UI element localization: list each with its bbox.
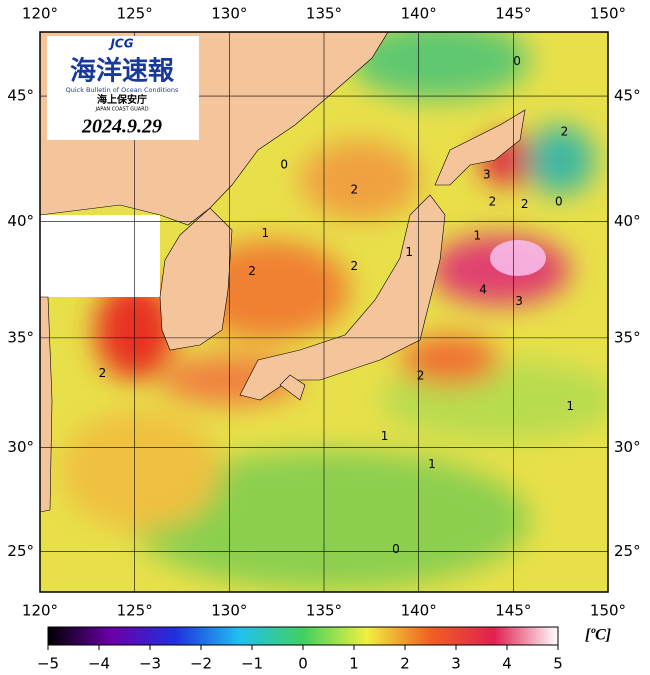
contour-label: 3 bbox=[483, 167, 491, 181]
y-tick-label: 40° bbox=[7, 212, 34, 230]
contour-label: 0 bbox=[513, 54, 521, 68]
colorbar-tick-label: −3 bbox=[139, 655, 161, 673]
contour-label: 2 bbox=[248, 264, 256, 278]
y-tick-label: 30° bbox=[7, 438, 34, 456]
colorbar-tick-label: 1 bbox=[349, 655, 359, 673]
contour-label: 0 bbox=[392, 542, 400, 556]
x-tick-label: 150° bbox=[590, 5, 626, 23]
colorbar-tick-label: 0 bbox=[298, 655, 308, 673]
x-tick-label: 135° bbox=[306, 602, 342, 620]
contour-label: 1 bbox=[474, 228, 482, 242]
logo-jcg: JCG bbox=[108, 37, 133, 51]
y-tick-label: 25° bbox=[614, 542, 641, 560]
date: 2024.9.29 bbox=[81, 116, 162, 138]
x-tick-label: 145° bbox=[495, 5, 531, 23]
contour-label: 2 bbox=[521, 197, 529, 211]
logo-agency: 海上保安庁 bbox=[97, 93, 147, 106]
contour-label: 2 bbox=[561, 125, 569, 139]
colorbar-tick-label: −4 bbox=[88, 655, 110, 673]
colorbar-tick-label: −5 bbox=[37, 655, 59, 673]
x-tick-label: 130° bbox=[211, 602, 247, 620]
colorbar-unit: [ºC] bbox=[585, 627, 611, 644]
colorbar-tick-label: −2 bbox=[190, 655, 212, 673]
contour-label: 4 bbox=[479, 282, 487, 296]
contour-label: 2 bbox=[350, 259, 358, 273]
map-frame bbox=[39, 31, 609, 593]
logo-box bbox=[47, 36, 199, 140]
x-tick-label: 130° bbox=[211, 5, 247, 23]
x-tick-label: 145° bbox=[495, 602, 531, 620]
colorbar bbox=[47, 626, 559, 646]
x-tick-label: 135° bbox=[306, 5, 342, 23]
colorbar-tick-label: 3 bbox=[451, 655, 461, 673]
contour-label: 0 bbox=[280, 157, 288, 171]
contour-label: 2 bbox=[417, 368, 425, 382]
y-tick-label: 45° bbox=[7, 87, 34, 105]
logo-agency-en: JAPAN COAST GUARD bbox=[94, 107, 148, 113]
y-tick-label: 35° bbox=[614, 328, 641, 346]
contour-label: 2 bbox=[99, 366, 107, 380]
logo: JCG 海洋速報 Quick Bulletin of Ocean Conditi… bbox=[47, 36, 199, 140]
y-tick-label: 30° bbox=[614, 438, 641, 456]
contour-label: 0 bbox=[555, 194, 563, 208]
x-tick-label: 140° bbox=[401, 5, 437, 23]
contour-label: 1 bbox=[566, 399, 574, 413]
y-tick-label: 40° bbox=[614, 212, 641, 230]
contour-label: 1 bbox=[428, 457, 436, 471]
colorbar-tick-label: 5 bbox=[553, 655, 563, 673]
y-tick-label: 35° bbox=[7, 328, 34, 346]
contour-label: 2 bbox=[489, 194, 497, 208]
logo-subtitle: Quick Bulletin of Ocean Conditions bbox=[66, 86, 179, 94]
contour-label: 1 bbox=[405, 245, 413, 259]
contour-label: 1 bbox=[381, 429, 389, 443]
colorbar-tick-label: −1 bbox=[241, 655, 263, 673]
x-tick-label: 120° bbox=[22, 5, 58, 23]
colorbar-tick-label: 2 bbox=[400, 655, 410, 673]
logo-title: 海洋速報 bbox=[70, 56, 175, 87]
x-tick-label: 140° bbox=[401, 602, 437, 620]
contour-label: 3 bbox=[515, 294, 523, 308]
colorbar-tick-label: 4 bbox=[502, 655, 512, 673]
y-tick-label: 45° bbox=[614, 87, 641, 105]
y-tick-label: 25° bbox=[7, 542, 34, 560]
x-tick-label: 125° bbox=[117, 602, 153, 620]
x-tick-label: 125° bbox=[117, 5, 153, 23]
x-tick-label: 120° bbox=[22, 602, 58, 620]
contour-label: 2 bbox=[350, 182, 358, 196]
x-tick-label: 150° bbox=[590, 602, 626, 620]
contour-label: 1 bbox=[261, 226, 269, 240]
